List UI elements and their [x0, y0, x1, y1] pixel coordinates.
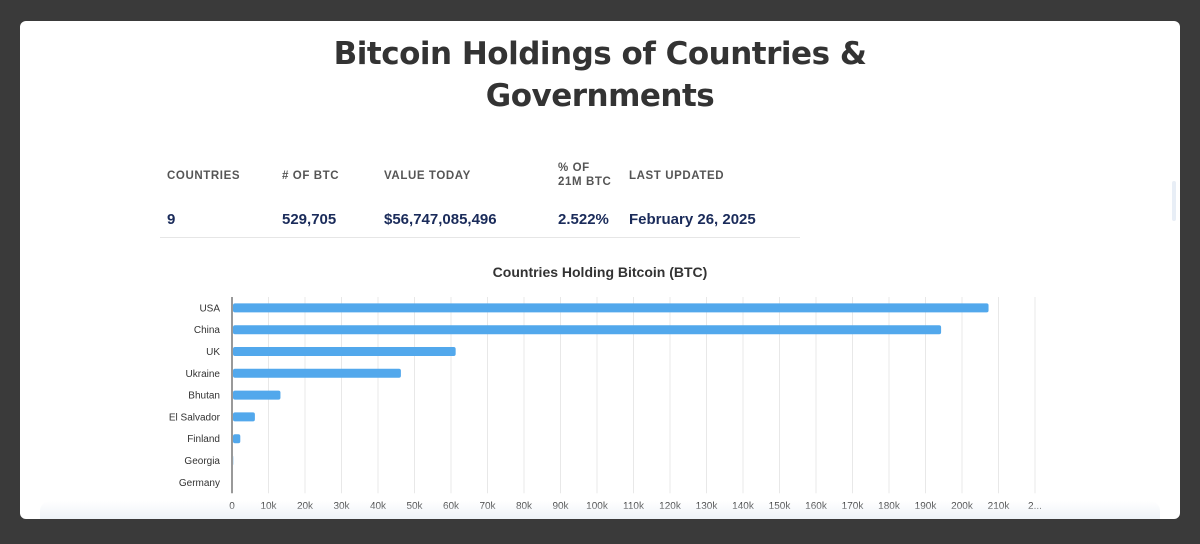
bar — [233, 325, 942, 335]
scrollbar[interactable] — [1172, 181, 1176, 221]
page-title: Bitcoin Holdings of Countries & Governme… — [20, 33, 1180, 117]
bar — [233, 368, 401, 378]
last-updated-header: LAST UPDATED — [629, 170, 725, 182]
title-line-1: Bitcoin Holdings of Countries & — [333, 36, 867, 72]
title-line-2: Governments — [485, 78, 715, 114]
bar — [233, 303, 989, 313]
countries-header: COUNTRIES — [167, 170, 241, 182]
value-today-header: VALUE TODAY — [384, 170, 471, 182]
bar — [233, 347, 456, 356]
bar — [233, 412, 255, 422]
pct-header-line-2: 21M BTC — [558, 176, 612, 188]
btc-header: # OF BTC — [282, 170, 340, 182]
bar — [233, 390, 281, 400]
category-label: UK — [206, 347, 220, 358]
category-label: Bhutan — [188, 391, 220, 402]
category-label: China — [194, 325, 221, 336]
value-today-value: $56,747,085,496 — [384, 211, 497, 228]
pct-header: % OF 21M BTC — [558, 161, 611, 189]
chart-title: Countries Holding Bitcoin (BTC) — [492, 264, 708, 280]
stats-table: COUNTRIES 9 # OF BTC 529,705 VALUE TODAY… — [160, 162, 800, 238]
bar — [233, 434, 241, 444]
category-label: USA — [199, 303, 220, 314]
category-label: El Salvador — [169, 412, 221, 423]
countries-value: 9 — [167, 211, 176, 228]
category-label: Georgia — [184, 456, 220, 467]
category-label: Finland — [187, 434, 220, 445]
category-label: Germany — [179, 478, 220, 489]
last-updated-value: February 26, 2025 — [629, 211, 756, 228]
pct-value: 2.522% — [558, 211, 609, 228]
bar-chart: 010k20k30k40k50k60k70k80k90k100k110k120k… — [169, 297, 1042, 512]
bottom-panel-edge — [40, 501, 1160, 519]
btc-value: 529,705 — [282, 211, 337, 228]
page-frame: Bitcoin Holdings of Countries & Governme… — [20, 21, 1180, 519]
pct-header-line-1: % OF — [558, 162, 590, 174]
category-label: Ukraine — [186, 369, 221, 380]
